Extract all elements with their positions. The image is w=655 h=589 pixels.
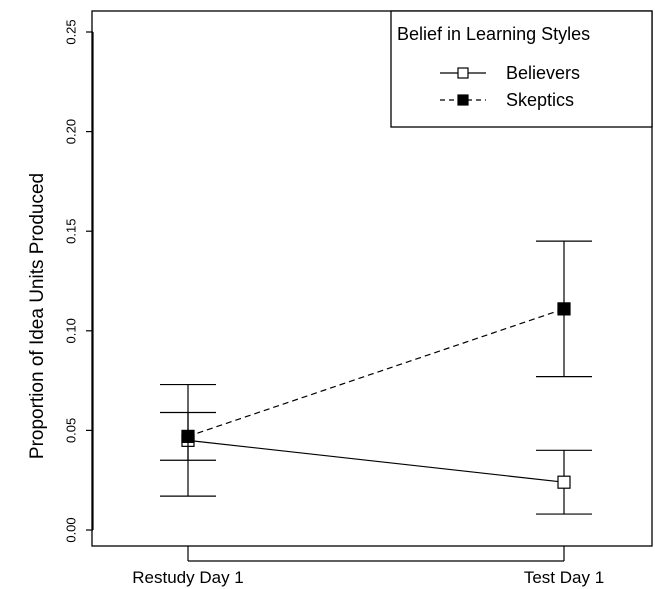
x-axis: Restudy Day 1 Test Day 1 (132, 546, 604, 587)
y-tick-label: 0.10 (64, 318, 79, 343)
series-skeptics (160, 240, 592, 461)
y-tick-label: 0.15 (64, 219, 79, 244)
legend-entry-skeptics: Skeptics (440, 90, 574, 110)
data-point (557, 302, 571, 316)
series-line (187, 308, 565, 437)
x-tick-label: Restudy Day 1 (132, 568, 244, 587)
y-tick-label: 0.00 (64, 517, 79, 542)
plot-frame (91, 10, 653, 547)
legend-label: Believers (506, 63, 580, 83)
legend-marker (457, 67, 469, 79)
legend-entry-believers: Believers (440, 63, 580, 83)
legend-label: Skeptics (506, 90, 574, 110)
y-tick-label: 0.20 (64, 119, 79, 144)
y-tick-label: 0.25 (64, 19, 79, 44)
legend: Belief in Learning Styles Believers Skept… (390, 10, 653, 128)
series-believers (160, 383, 592, 515)
legend-entries: Believers Skeptics (440, 63, 580, 110)
series-layer (160, 240, 592, 515)
legend-marker (457, 94, 469, 106)
series-line (187, 439, 565, 483)
data-point (181, 429, 195, 443)
legend-box (390, 10, 653, 128)
data-point (557, 475, 571, 489)
y-tick-label: 0.05 (64, 418, 79, 443)
legend-title: Belief in Learning Styles (397, 24, 590, 44)
y-axis-title: Proportion of Idea Units Produced (27, 173, 48, 459)
x-tick-label: Test Day 1 (524, 568, 604, 587)
y-axis: 0.00 0.05 0.10 0.15 0.20 0.25 (64, 19, 94, 543)
